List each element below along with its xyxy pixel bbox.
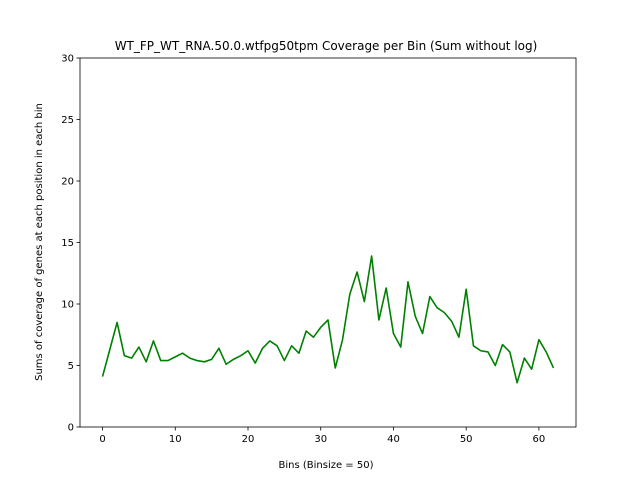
series-line-0: [101, 255, 555, 384]
x-tick-label: 40: [387, 434, 400, 445]
y-axis-label: Sums of coverage of genes at each positi…: [34, 103, 45, 381]
x-tick-label: 20: [242, 434, 255, 445]
y-tick-label: 5: [68, 361, 74, 372]
x-tick-label: 30: [314, 434, 327, 445]
x-tick-label: 60: [533, 434, 546, 445]
chart-title: WT_FP_WT_RNA.50.0.wtfpg50tpm Coverage pe…: [115, 39, 538, 53]
y-tick-label: 20: [61, 177, 74, 188]
plot-area: 0 10 20 30 40 50 60 0 5 10 15 20 25 30: [61, 54, 577, 445]
x-tick-label: 50: [460, 434, 473, 445]
x-axis-label: Bins (Binsize = 50): [279, 460, 374, 471]
x-tick-label: 0: [99, 434, 105, 445]
y-tick-label: 0: [68, 423, 74, 434]
y-tick-label: 10: [61, 300, 74, 311]
y-tick-label: 30: [61, 54, 74, 65]
x-tick-label: 10: [169, 434, 182, 445]
y-tick-label: 15: [61, 238, 74, 249]
y-tick-label: 25: [61, 115, 74, 126]
